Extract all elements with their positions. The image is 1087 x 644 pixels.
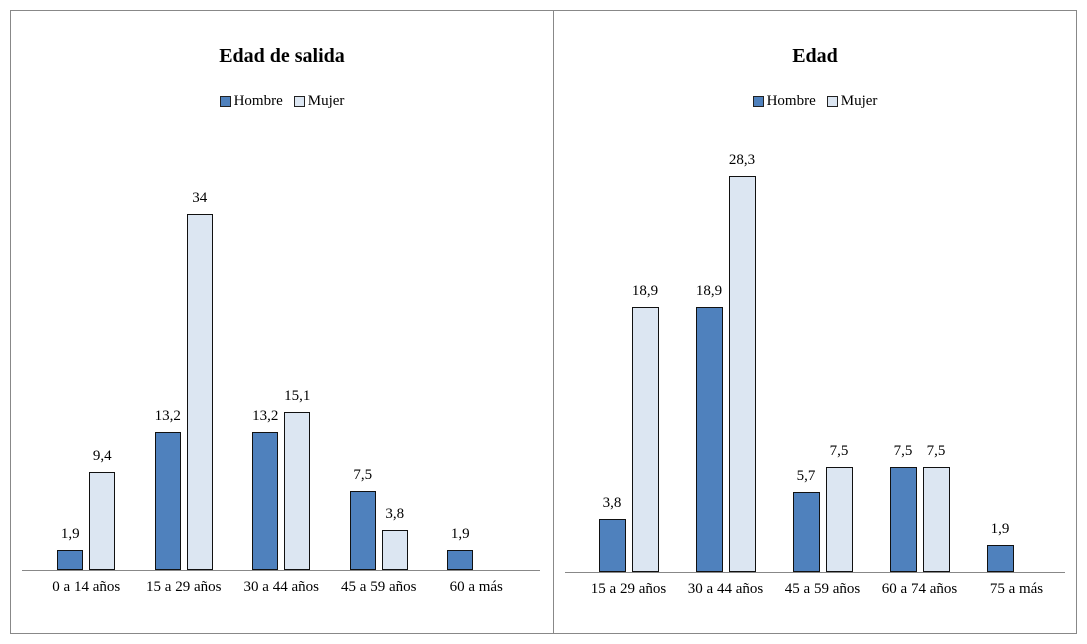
- legend-label: Mujer: [307, 93, 345, 109]
- bar: [89, 471, 116, 570]
- data-label: 28,3: [728, 151, 756, 168]
- data-label: 3,8: [602, 494, 622, 511]
- data-label: 9,4: [92, 447, 112, 464]
- data-label: 18,9: [695, 283, 723, 300]
- x-tick-label: 30 a 44 años: [687, 581, 764, 597]
- bar: [986, 545, 1014, 572]
- x-tick-label: 45 a 59 años: [784, 581, 861, 597]
- bar: [447, 550, 474, 570]
- bar: [695, 307, 723, 572]
- bar: [922, 467, 950, 572]
- legend-swatch: [219, 96, 231, 107]
- data-label: 7,5: [926, 443, 946, 459]
- x-tick-label: 60 a más: [449, 579, 503, 595]
- legend: Hombre Mujer: [735, 93, 895, 110]
- data-label: 3,8: [385, 506, 405, 523]
- legend-swatch: [826, 96, 838, 107]
- x-tick-label: 15 a 29 años: [590, 581, 667, 597]
- legend-swatch: [293, 96, 305, 107]
- data-label: 7,5: [353, 467, 373, 484]
- bar: [349, 491, 376, 570]
- x-axis: [565, 572, 1065, 573]
- data-label: 1,9: [450, 526, 470, 543]
- bar: [186, 213, 213, 570]
- data-label: 18,9: [631, 283, 659, 300]
- x-tick-label: 45 a 59 años: [341, 579, 417, 595]
- x-tick-label: 30 a 44 años: [243, 579, 319, 595]
- data-label: 13,2: [154, 407, 181, 424]
- bar: [598, 518, 626, 572]
- legend-swatch: [752, 96, 764, 107]
- data-label: 7,5: [829, 443, 849, 459]
- bar: [825, 467, 853, 572]
- bar: [381, 530, 408, 570]
- bar: [889, 467, 917, 572]
- legend-label: Hombre: [233, 93, 283, 109]
- bar: [57, 550, 84, 570]
- chart-panel: [553, 10, 1077, 634]
- x-tick-label: 75 a más: [989, 581, 1044, 597]
- bar: [792, 492, 820, 572]
- legend: Hombre Mujer: [202, 93, 362, 110]
- data-label: 7,5: [893, 443, 913, 459]
- legend-label: Mujer: [840, 93, 878, 109]
- x-tick-label: 15 a 29 años: [146, 579, 222, 595]
- bar: [728, 175, 756, 572]
- x-tick-label: 0 a 14 años: [52, 579, 121, 595]
- bar: [631, 307, 659, 572]
- x-axis: [22, 570, 540, 571]
- data-label: 1,9: [60, 526, 80, 543]
- data-label: 5,7: [796, 468, 816, 485]
- bar: [154, 431, 181, 570]
- bar: [252, 431, 279, 570]
- legend-label: Hombre: [766, 93, 816, 109]
- data-label: 1,9: [990, 521, 1010, 538]
- chart-title: Edad de salida: [219, 45, 345, 67]
- data-label: 13,2: [252, 407, 279, 424]
- chart-title: Edad: [792, 45, 838, 67]
- data-label: 15,1: [284, 387, 311, 404]
- data-label: 34: [192, 189, 208, 206]
- x-tick-label: 60 a 74 años: [881, 581, 958, 597]
- bar: [284, 411, 311, 570]
